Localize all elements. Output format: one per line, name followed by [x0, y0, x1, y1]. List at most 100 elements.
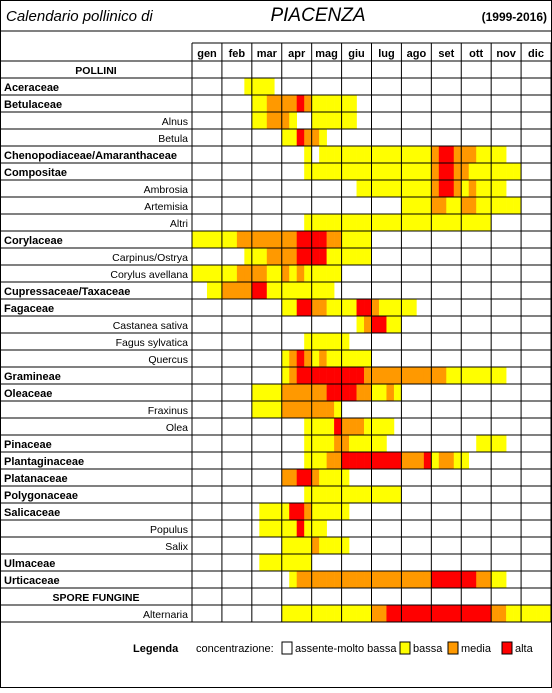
years-label: (1999-2016) — [482, 10, 547, 24]
pollen-cell — [364, 350, 372, 367]
pollen-cell — [476, 146, 484, 163]
pollen-cell — [251, 265, 260, 282]
row-label: Quercus — [148, 354, 188, 366]
pollen-cell — [259, 503, 268, 520]
pollen-cell — [408, 452, 417, 469]
pollen-cell — [274, 265, 283, 282]
pollen-cell — [341, 231, 350, 248]
row-label: Aceraceae — [4, 82, 59, 94]
pollen-cell — [341, 95, 350, 112]
legend-item-label: assente-molto bassa — [295, 643, 397, 655]
pollen-cell — [281, 469, 290, 486]
pollen-cell — [401, 452, 410, 469]
pollen-cell — [334, 248, 342, 265]
pollen-cell — [259, 401, 268, 418]
pollen-cell — [513, 605, 522, 622]
pollen-cell — [281, 95, 290, 112]
pollen-cell — [468, 163, 477, 180]
row-label: Oleaceae — [4, 388, 52, 400]
pollen-cell — [393, 367, 402, 384]
pollen-cell — [259, 95, 268, 112]
pollen-cell — [334, 418, 342, 435]
pollen-cell — [319, 469, 327, 486]
month-label-lug: lug — [378, 48, 395, 60]
pollen-cell — [378, 316, 387, 333]
pollen-cell — [423, 146, 432, 163]
month-label-ago: ago — [407, 48, 427, 60]
row-label: Ambrosia — [144, 184, 189, 196]
pollen-cell — [259, 265, 268, 282]
pollen-cell — [356, 384, 365, 401]
pollen-cell — [296, 384, 305, 401]
row-label: Polygonaceae — [4, 490, 78, 502]
pollen-cell — [364, 163, 372, 180]
pollen-cell — [446, 180, 455, 197]
pollen-cell — [311, 384, 320, 401]
pollen-cell — [214, 282, 223, 299]
row-label: Corylus avellana — [110, 269, 188, 281]
pollen-cell — [401, 214, 410, 231]
pollen-cell — [304, 571, 312, 588]
row-label: Plantaginaceae — [4, 456, 84, 468]
pollen-cell — [326, 486, 335, 503]
row-label: Artemisia — [144, 201, 188, 213]
pollen-cell — [468, 146, 477, 163]
pollen-cell — [386, 384, 395, 401]
pollen-cell — [349, 384, 357, 401]
pollen-cell — [393, 214, 402, 231]
pollen-cell — [266, 384, 275, 401]
pollen-cell — [378, 571, 387, 588]
pollen-cell — [259, 248, 268, 265]
pollen-cell — [364, 486, 372, 503]
pollen-cell — [334, 486, 342, 503]
pollen-cell — [326, 265, 335, 282]
pollen-cell — [378, 452, 387, 469]
pollen-cell — [296, 401, 305, 418]
pollen-cell — [453, 214, 462, 231]
pollen-cell — [341, 418, 350, 435]
pollen-cell — [251, 231, 260, 248]
pollen-cell — [311, 435, 320, 452]
pollen-cell — [341, 248, 350, 265]
pollen-cell — [319, 299, 327, 316]
pollen-cell — [229, 282, 238, 299]
pollen-cell — [341, 350, 350, 367]
pollen-cell — [349, 146, 357, 163]
pollen-cell — [378, 180, 387, 197]
pollen-cell — [319, 350, 327, 367]
pollen-cell — [296, 469, 305, 486]
pollen-cell — [319, 537, 327, 554]
pollen-cell — [296, 95, 305, 112]
pollen-cell — [341, 435, 350, 452]
pollen-cell — [386, 367, 395, 384]
pollen-cell — [356, 163, 365, 180]
pollen-cell — [408, 605, 417, 622]
pollen-cell — [289, 605, 298, 622]
pollen-cell — [326, 571, 335, 588]
pollen-cell — [461, 571, 470, 588]
pollen-cell — [349, 350, 357, 367]
row-label: SPORE FUNGINE — [53, 592, 140, 604]
pollen-cell — [356, 452, 365, 469]
pollen-cell — [296, 537, 305, 554]
title-prefix: Calendario pollinico di — [6, 8, 153, 25]
pollen-cell — [416, 605, 425, 622]
pollen-cell — [311, 95, 320, 112]
pollen-cell — [349, 486, 357, 503]
pollen-cell — [431, 367, 440, 384]
month-label-ott: ott — [469, 48, 483, 60]
pollen-cell — [364, 571, 372, 588]
pollen-cell — [349, 571, 357, 588]
pollen-cell — [281, 299, 290, 316]
pollen-cell — [334, 435, 342, 452]
pollen-cell — [513, 197, 522, 214]
pollen-cell — [341, 146, 350, 163]
pollen-cell — [356, 316, 365, 333]
pollen-cell — [281, 129, 290, 146]
pollen-cell — [513, 163, 522, 180]
pollen-cell — [386, 418, 395, 435]
row-label: Cupressaceae/Taxaceae — [4, 286, 130, 298]
pollen-cell — [386, 571, 395, 588]
pollen-cell — [453, 452, 462, 469]
pollen-cell — [236, 282, 245, 299]
